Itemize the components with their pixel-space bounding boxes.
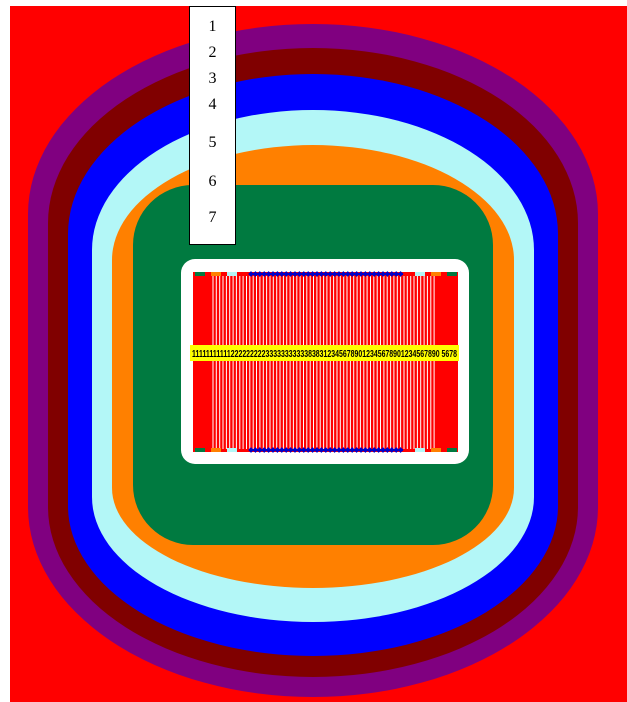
legend-label-2: 2 [208,44,217,61]
corner-marker [431,272,441,276]
pin-bar [249,273,403,275]
corner-marker [211,448,221,452]
corner-marker [211,272,221,276]
legend-label-7: 7 [208,209,217,226]
corner-marker [195,448,205,452]
bottom-pin-row [248,447,404,453]
corner-marker [447,448,457,452]
legend-box: 1 2 3 4 5 6 7 [189,6,236,245]
conductor-stripes [212,276,435,449]
center-strip-text: 1111111111122222222233333333333838312345… [192,349,457,360]
legend-label-6: 6 [208,173,217,190]
corner-marker [227,272,237,276]
corner-markers [195,272,457,452]
center-label-strip [190,345,459,361]
pin-bar [249,449,403,451]
legend-label-1: 1 [208,18,217,35]
corner-marker [195,272,205,276]
corner-marker [227,448,237,452]
top-pin-row [248,271,404,277]
corner-marker [431,448,441,452]
corner-marker [415,272,425,276]
corner-marker [447,272,457,276]
legend-label-5: 5 [208,134,217,151]
legend-label-3: 3 [208,70,217,87]
corner-marker [415,448,425,452]
legend-label-4: 4 [208,96,217,113]
